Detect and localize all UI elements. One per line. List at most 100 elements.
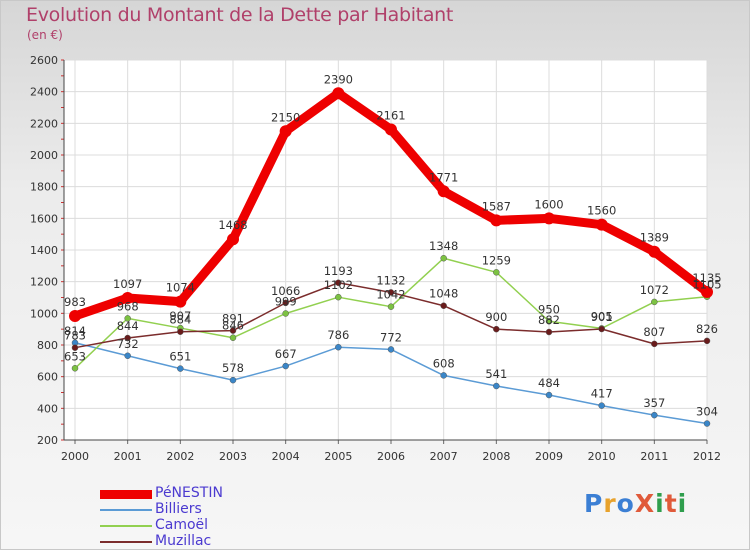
data-label: 1135 [692, 271, 721, 285]
x-tick-label: 2006 [377, 450, 405, 463]
data-point-3 [387, 289, 395, 296]
logo-letter: i [655, 489, 665, 518]
data-label: 999 [275, 294, 297, 308]
x-tick-label: 2002 [166, 450, 194, 463]
data-point-3 [493, 325, 500, 333]
data-point-0 [543, 212, 555, 225]
data-point-1 [387, 346, 395, 353]
data-point-3 [335, 279, 342, 287]
data-label: 905 [591, 309, 613, 323]
logo-letter: X [634, 489, 656, 518]
x-tick-label: 2005 [324, 450, 352, 463]
data-label: 844 [117, 319, 139, 333]
data-label: 357 [643, 396, 665, 410]
legend-label-muzillac: Muzillac [155, 533, 212, 549]
data-label: 732 [117, 337, 139, 351]
data-label: 1066 [271, 284, 300, 298]
data-point-3 [229, 327, 237, 334]
data-point-3 [177, 328, 184, 335]
legend-swatch-penestin [100, 490, 152, 499]
x-tick-label: 2004 [272, 450, 300, 463]
data-point-2 [651, 298, 658, 306]
y-tick-label: 1400 [30, 244, 58, 257]
data-label: 826 [696, 322, 718, 336]
data-point-3 [124, 334, 131, 342]
data-point-0 [437, 185, 450, 198]
data-label: 846 [222, 319, 244, 333]
data-point-1 [598, 402, 605, 409]
legend-swatch-muzillac [100, 541, 152, 543]
data-point-1 [229, 376, 237, 384]
data-label: 884 [169, 313, 191, 327]
x-tick-label: 2008 [482, 450, 510, 463]
logo-letter: i [677, 489, 688, 518]
data-label: 772 [380, 330, 402, 344]
data-point-3 [703, 337, 711, 345]
data-label: 950 [538, 302, 560, 316]
data-label: 814 [64, 324, 86, 338]
data-point-0 [227, 233, 239, 246]
y-tick-label: 1600 [30, 212, 58, 225]
data-label: 901 [591, 310, 613, 324]
data-point-0 [490, 214, 503, 227]
data-point-1 [282, 362, 289, 370]
data-label: 1348 [429, 239, 458, 253]
data-label: 1259 [482, 253, 511, 267]
data-label: 1771 [429, 170, 458, 184]
data-point-2 [335, 293, 342, 301]
data-point-3 [598, 325, 605, 333]
logo-letter: r [603, 489, 617, 518]
data-label: 983 [64, 295, 86, 309]
data-point-2 [440, 254, 447, 262]
y-tick-label: 2600 [30, 54, 58, 67]
data-point-2 [71, 365, 79, 372]
data-label: 653 [64, 349, 86, 363]
x-tick-label: 2000 [61, 450, 89, 463]
data-point-3 [651, 340, 658, 348]
y-tick-label: 2000 [30, 149, 58, 162]
logo-letter: o [616, 489, 635, 518]
data-label: 1102 [324, 278, 353, 292]
data-point-3 [71, 344, 79, 351]
logo-letter: t [664, 489, 678, 518]
data-label: 2161 [376, 109, 405, 123]
data-point-0 [648, 245, 661, 258]
data-point-2 [493, 269, 500, 276]
data-point-3 [282, 299, 289, 307]
data-point-1 [335, 343, 342, 351]
x-tick-label: 2010 [588, 450, 616, 463]
data-point-1 [545, 391, 553, 399]
x-tick-label: 2001 [114, 450, 142, 463]
y-tick-label: 1000 [30, 307, 58, 320]
y-tick-label: 600 [37, 371, 58, 384]
data-point-1 [124, 352, 131, 360]
data-label: 783 [64, 329, 86, 343]
legend-swatch-camoel [100, 525, 152, 527]
legend-label-penestin: PéNESTIN [155, 485, 223, 501]
x-tick-label: 2012 [693, 450, 721, 463]
y-tick-label: 1800 [30, 181, 58, 194]
data-label: 1600 [534, 197, 563, 211]
data-label: 578 [222, 361, 244, 375]
data-point-2 [387, 303, 395, 310]
data-point-1 [703, 420, 711, 427]
x-tick-label: 2011 [640, 450, 668, 463]
data-label: 1072 [640, 283, 669, 297]
legend-swatch-billiers [100, 509, 152, 511]
proxiti-logo[interactable]: ProXiti [584, 489, 687, 518]
x-tick-label: 2007 [430, 450, 458, 463]
data-label: 900 [485, 310, 507, 324]
data-point-2 [282, 310, 289, 317]
data-label: 1389 [640, 231, 669, 245]
data-label: 1097 [113, 277, 142, 291]
legend-label-billiers: Billiers [155, 501, 202, 517]
y-tick-label: 400 [37, 402, 58, 415]
data-label: 968 [117, 299, 139, 313]
x-tick-label: 2003 [219, 450, 247, 463]
data-label: 907 [169, 309, 191, 323]
data-point-0 [279, 125, 292, 138]
y-tick-label: 1200 [30, 276, 58, 289]
data-label: 1560 [587, 204, 616, 218]
data-label: 2390 [324, 72, 353, 86]
data-point-0 [595, 218, 608, 231]
